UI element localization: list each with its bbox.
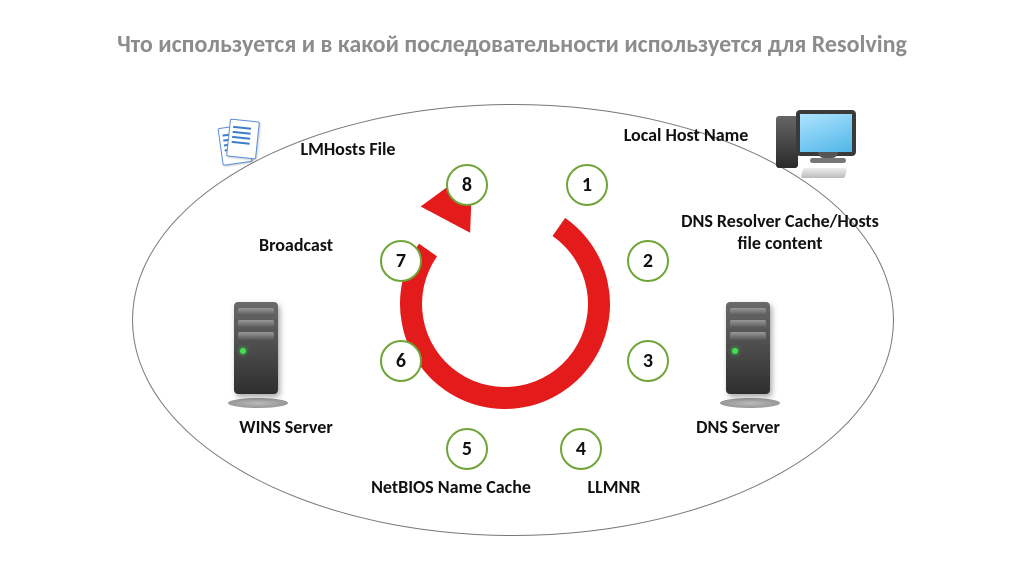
step-label-1: Local Host Name: [616, 124, 756, 146]
step-node-1: 1: [566, 164, 608, 206]
dns-server-icon: [720, 298, 790, 408]
step-node-6: 6: [380, 340, 422, 382]
step-node-5: 5: [446, 428, 488, 470]
step-node-7: 7: [380, 240, 422, 282]
step-node-2: 2: [627, 240, 669, 282]
step-label-5: NetBIOS Name Cache: [366, 476, 536, 498]
step-label-4: LLMNR: [554, 476, 674, 498]
step-label-2: DNS Resolver Cache/Hosts file content: [680, 210, 880, 254]
page-title: Что используется и в какой последователь…: [0, 30, 1024, 59]
step-node-3: 3: [627, 340, 669, 382]
step-node-4: 4: [560, 428, 602, 470]
step-label-8: LMHosts File: [268, 138, 428, 160]
step-label-7: Broadcast: [236, 234, 356, 256]
step-label-6: WINS Server: [206, 416, 366, 438]
computer-icon: [776, 110, 856, 180]
wins-server-icon: [228, 298, 298, 408]
step-node-8: 8: [446, 164, 488, 206]
step-label-3: DNS Server: [668, 416, 808, 438]
lmhosts-file-icon: [216, 118, 262, 164]
